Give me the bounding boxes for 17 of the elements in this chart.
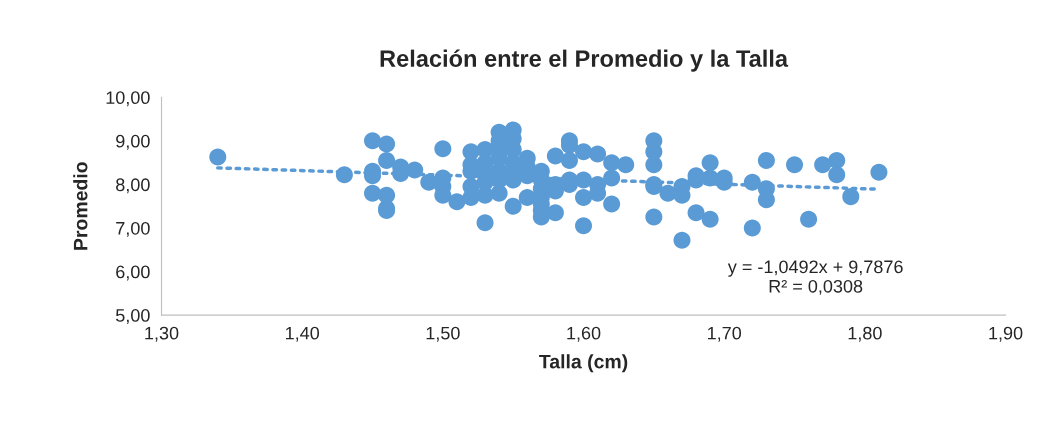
x-tick-label: 1,80	[848, 326, 882, 342]
y-tick-label: 9,00	[116, 134, 150, 150]
x-tick-label: 1,50	[426, 326, 460, 342]
chart-title: Relación entre el Promedio y la Talla	[380, 49, 789, 72]
x-tick-label: 1,60	[567, 326, 601, 342]
x-tick-label: 1,30	[145, 326, 179, 342]
y-tick-label: 10,00	[106, 91, 150, 107]
x-tick-label: 1,40	[285, 326, 320, 342]
y-axis-title: Promedio	[73, 162, 88, 250]
x-axis-title: Talla (cm)	[539, 354, 628, 373]
y-tick-label: 8,00	[116, 178, 150, 194]
y-tick-label: 6,00	[116, 265, 150, 281]
x-tick-label: 1,70	[708, 326, 742, 342]
x-tick-label: 1,90	[989, 326, 1023, 342]
annotation: y = -1,0492x + 9,7876 R² = 0,0308	[727, 260, 903, 295]
y-tick-label: 5,00	[115, 309, 150, 324]
y-tick-label: 7,00	[116, 221, 150, 237]
